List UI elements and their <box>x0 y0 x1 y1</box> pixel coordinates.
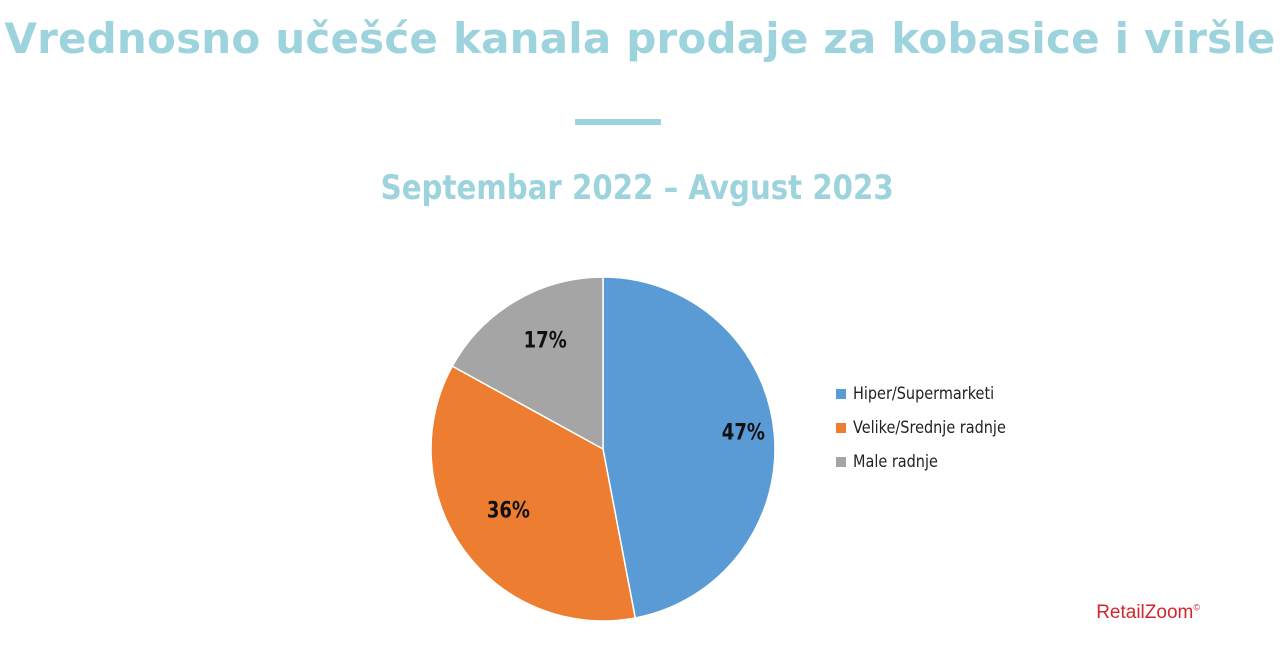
legend-item-male-radnje: Male radnje <box>836 445 1033 479</box>
legend-swatch <box>836 389 846 399</box>
legend-label: Hiper/Supermarketi <box>853 384 995 404</box>
pie-slice-hiper-supermarketi <box>602 276 776 619</box>
pie-slice-velike-srednje-radnje <box>430 365 637 622</box>
data-label-hiper-supermarketi: 47% <box>722 419 765 445</box>
chart-legend: Hiper/Supermarketi Velike/Srednje radnje… <box>836 377 1033 479</box>
page-title: Vrednosno učešće kanala prodaje za kobas… <box>4 14 1276 63</box>
chart-subtitle: Septembar 2022 – Avgust 2023 <box>380 168 894 208</box>
data-label-male-radnje: 17% <box>524 327 567 353</box>
title-underline <box>575 119 661 125</box>
legend-label: Male radnje <box>853 452 938 472</box>
data-label-velike-srednje-radnje: 36% <box>487 497 530 523</box>
logo-mark: © <box>1193 602 1200 613</box>
retailzoom-logo: RetailZoom© <box>1096 602 1200 624</box>
legend-item-velike-srednje-radnje: Velike/Srednje radnje <box>836 411 1033 445</box>
legend-swatch <box>836 457 846 467</box>
logo-text: RetailZoom <box>1096 602 1194 623</box>
pie-slice-male-radnje <box>451 276 604 451</box>
legend-item-hiper-supermarketi: Hiper/Supermarketi <box>836 377 1033 411</box>
legend-swatch <box>836 423 846 433</box>
legend-label: Velike/Srednje radnje <box>853 418 1006 438</box>
